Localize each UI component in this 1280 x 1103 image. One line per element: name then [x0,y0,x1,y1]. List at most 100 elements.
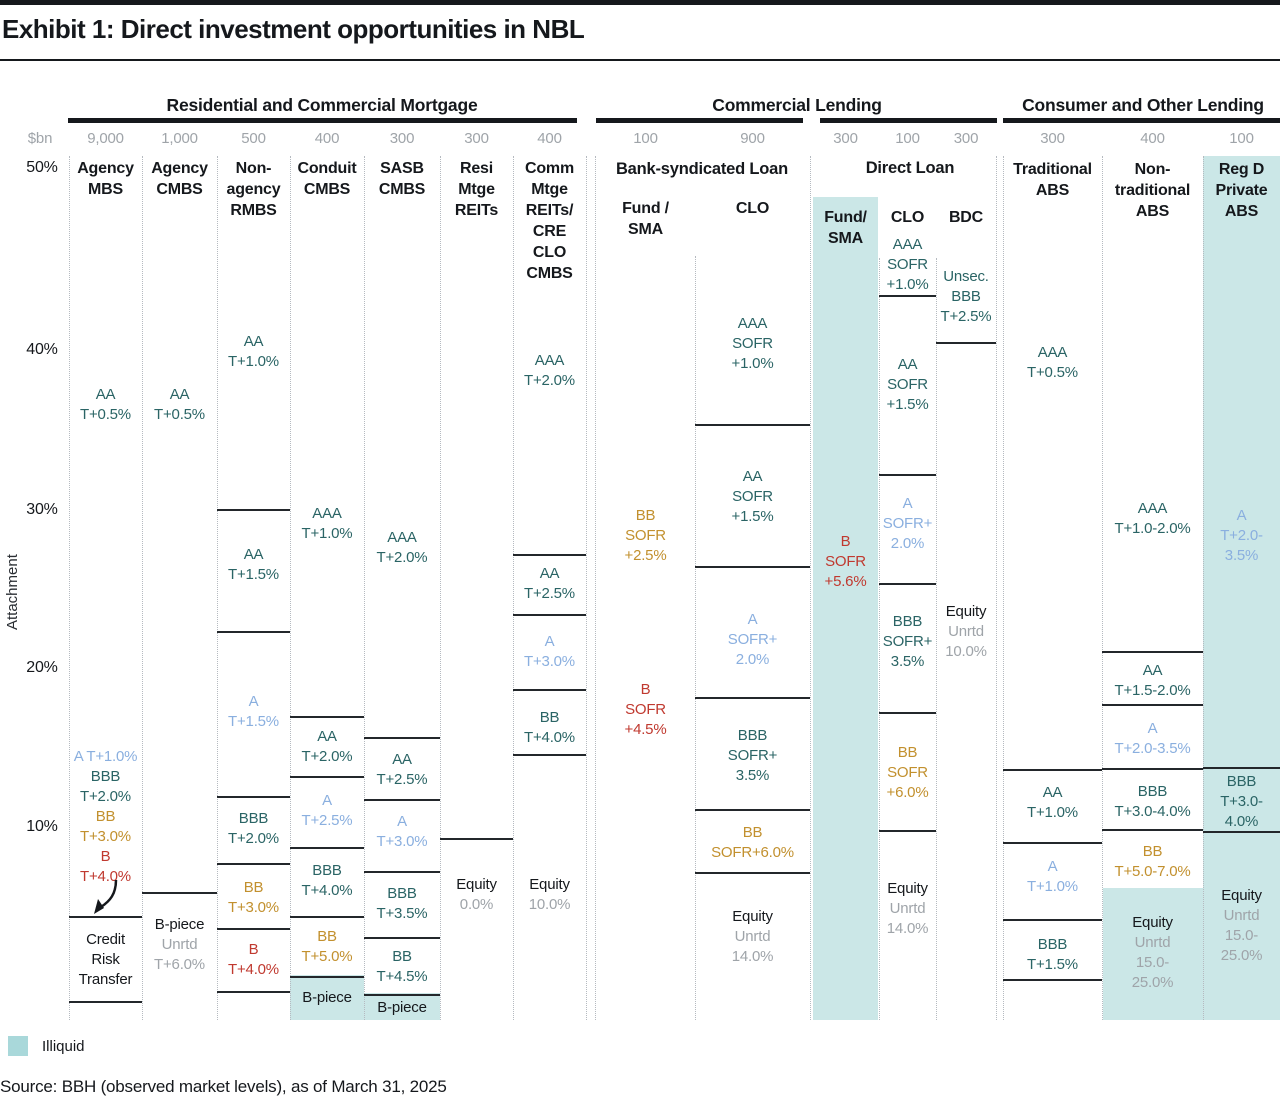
tick-label: 50% [12,158,72,178]
group-underline [68,118,577,123]
tranche-label-line: 14.0% [731,948,774,965]
column-header-sasb-cmbs-line: SASB [380,159,424,177]
tranche-label-line: Credit [86,931,125,948]
tranche-label-line: Unrtd [734,928,771,945]
size-label-traditional-abs: 300 [1003,129,1102,149]
column-header-bank-syndicated-clo: CLO [681,198,824,219]
tranche-label-line: T+2.0-3.5% [1114,740,1191,757]
tick-label-line: 50% [26,159,58,176]
column-header-agency-mbs-line: Agency [77,159,134,177]
tranche-label: BB T+4.0% [510,708,589,748]
tranche-label-line: T+5.0-7.0% [1114,863,1191,880]
tranche-label-line: T+2.0% [228,830,279,847]
size-label-reg-d-private-abs: 100 [1203,129,1280,149]
tranche-label-line: T+4.5% [376,968,428,985]
tranche-label-line: AA [169,386,190,403]
tranche-label-line: T+2.0- [1220,527,1263,544]
tranche-label-line: AA [243,333,264,350]
column-header-agency-cmbs-line: CMBS [156,180,203,198]
tranche-label: Equity Unrtd 15.0- 25.0% [1200,886,1280,966]
tick-label: 30% [12,500,72,520]
column-header-comm-mtge-reits-cre-clo-cmbs: Comm Mtge REITs/CRE CLO CMBS [499,158,600,284]
tranche-label-line: 2.0% [890,535,925,552]
tranche-label-line: A [544,633,555,650]
tranche-label-line: B-piece [302,989,352,1006]
tranche-label-line: BBB [90,768,121,785]
tranche-label-line: +1.5% [731,508,774,525]
boundary-line [440,838,513,840]
column-divider [513,156,514,1020]
column-header-direct-loan-clo: CLO [865,207,950,228]
group-underline [820,118,997,123]
size-label-agency-mbs: 9,000 [69,129,142,149]
tranche-label: B T+4.0% [214,940,293,980]
column-divider [695,256,696,1020]
boundary-line [695,424,810,426]
tranche-label-line: SOFR+6.0% [711,844,794,861]
boundary-line [1003,919,1102,921]
section-header-line: Bank-syndicated Loan [615,159,789,178]
tranche-label: A T+2.5% [287,791,367,831]
column-header-direct-loan-fund-sma: Fund/SMA [799,207,892,249]
tranche-label-line: Unrtd [1134,934,1171,951]
tranche-label: B-piece [361,998,443,1018]
column-divider [142,156,143,1020]
tranche-label: AAA T+1.0% [287,504,367,544]
boundary-line [142,892,217,894]
tranche-label-line: +1.0% [731,355,774,372]
tranche-label-line: T+0.5% [80,406,131,423]
tranche-label-line: AA [897,356,918,373]
column-header-comm-mtge-reits-cre-clo-cmbs-line: CRE [532,222,567,240]
tranche-label: AAA SOFR +1.0% [876,235,939,295]
boundary-line [695,697,810,699]
column-divider [1102,156,1103,1020]
column-header-non-agency-rmbs-line: RMBS [230,201,277,219]
tranche-label: AA T+2.5% [510,564,589,604]
boundary-line [69,1001,142,1003]
tranche-label-line: BBB [737,727,768,744]
tranche-label-line: SOFR [825,553,866,570]
size-label-bdc-line: 300 [953,130,979,147]
boundary-line [290,976,364,978]
column-header-resi-mtge-reits-line: REITs [454,201,499,219]
boundary-line [1203,831,1280,833]
tranche-label-line: T+4.0% [228,961,279,978]
tranche-label: BBB T+3.0- 4.0% [1200,772,1280,832]
tranche-label-line: +4.5% [624,721,667,738]
tranche-label-line: A [322,792,332,809]
highlight-region [1203,156,1280,1020]
tranche-label: AA T+1.5-2.0% [1099,661,1206,701]
highlight-region [364,993,440,1020]
tranche-label-line: SOFR [625,527,666,544]
highlight-region [290,975,364,1020]
tranche-label-line: T+3.0% [524,653,575,670]
column-header-direct-loan-clo-line: CLO [890,208,925,226]
column-header-reg-d-private-abs-line: ABS [1224,202,1259,220]
tranche-label-line: T+2.5% [301,812,353,829]
column-header-direct-loan-fund-sma-line: SMA [828,229,863,247]
tranche-label-line: T+3.0- [1220,793,1263,810]
tranche-label-line: T+2.5% [376,771,428,788]
tranche-label: AAA T+1.0-2.0% [1099,499,1206,539]
boundary-line [1102,704,1203,706]
column-header-comm-mtge-reits-cre-clo-cmbs-line: CLO [532,243,567,261]
tranche-label-line: B [248,941,259,958]
tranche-label-line: SOFR [732,335,773,352]
tranche-label: AA T+2.5% [361,750,443,790]
tranche-label-line: +5.6% [824,573,867,590]
tranche-label-line: BB [635,507,656,524]
tranche-label-line: Unrtd [161,936,198,953]
tranche-label-line: AA [742,468,763,485]
column-header-traditional-abs-line: ABS [1035,181,1070,199]
column-header-conduit-cmbs-line: CMBS [303,180,351,198]
column-header-non-traditional-abs: Non-traditional ABS [1088,159,1217,222]
boundary-line [1102,768,1203,770]
tranche-label: A T+1.0% BBB T+2.0% BB T+3.0% B T+4.0% [66,747,145,887]
tranche-label-line: T+4.0% [301,882,353,899]
tranche-label: AA T+0.5% [139,385,220,425]
tranche-label-line: A T+1.0% [73,748,138,765]
tranche-label: Equity 10.0% [510,875,589,915]
tranche-label-line: T+5.0% [301,948,353,965]
boundary-line [513,689,586,691]
tranche-label-line: A [747,611,758,628]
